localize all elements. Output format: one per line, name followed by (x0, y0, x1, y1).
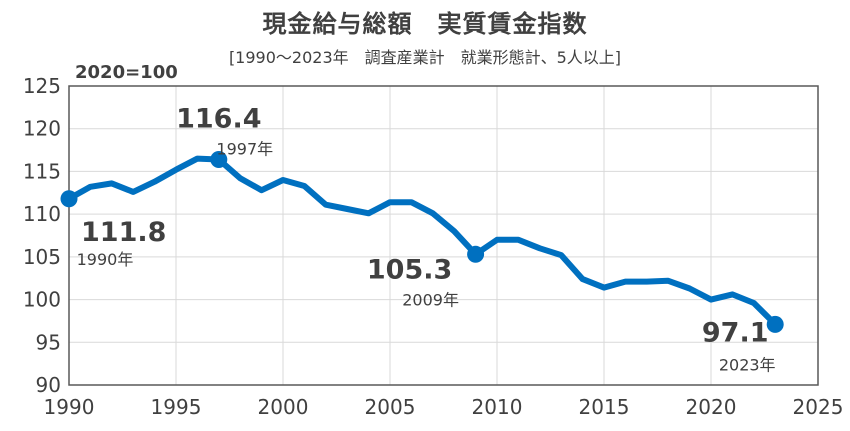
callout-value-label: 111.8 (81, 217, 166, 248)
y-tick-label: 105 (23, 245, 61, 269)
callout-layer: 111.8 1990年 116.4 1997年 105.3 2009年 97.1 2023年 (77, 103, 776, 374)
highlight-point-marker (60, 190, 78, 208)
plot-area-frame (68, 85, 819, 386)
callout-year-label: 2023年 (719, 355, 776, 374)
x-tick-label: 1995 (151, 395, 202, 419)
x-tick-label: 2005 (365, 395, 416, 419)
x-tick-label: 2025 (793, 395, 844, 419)
x-tick-label: 2015 (579, 395, 630, 419)
y-tick-label: 125 (23, 74, 61, 98)
chart-subtitle: [1990～2023年 調査産業計 就業形態計、5人以上] (228, 48, 622, 67)
highlight-point-marker (467, 245, 485, 263)
x-tick-label: 2000 (258, 395, 309, 419)
real-wage-index-line (66, 155, 779, 328)
callout-value-label: 105.3 (367, 254, 452, 285)
highlight-point-marker (210, 150, 228, 168)
callout-value-label: 116.4 (176, 103, 261, 134)
base-index-label: 2020=100 (75, 62, 178, 83)
tick-layer: 90 95 100 105 110 115 120 125 1990 1995 2000 2005 20… (23, 74, 844, 419)
x-tick-label: 1990 (44, 395, 95, 419)
chart-title: 現金給与総額 実質賃金指数 (262, 10, 588, 38)
callout-year-label: 2009年 (402, 290, 459, 309)
callout-year-label: 1990年 (77, 250, 134, 269)
y-tick-label: 100 (23, 288, 61, 312)
x-tick-label: 2010 (472, 395, 523, 419)
y-tick-label: 90 (36, 373, 61, 397)
callout-value-label: 97.1 (702, 317, 769, 348)
highlight-point-marker (766, 315, 784, 333)
grid-layer (69, 86, 818, 385)
marker-layer (60, 150, 784, 333)
y-tick-label: 115 (23, 159, 61, 183)
y-tick-label: 95 (36, 330, 61, 354)
y-tick-label: 120 (23, 117, 61, 141)
callout-year-label: 1997年 (216, 139, 273, 158)
y-tick-label: 110 (23, 202, 61, 226)
x-tick-label: 2020 (686, 395, 737, 419)
